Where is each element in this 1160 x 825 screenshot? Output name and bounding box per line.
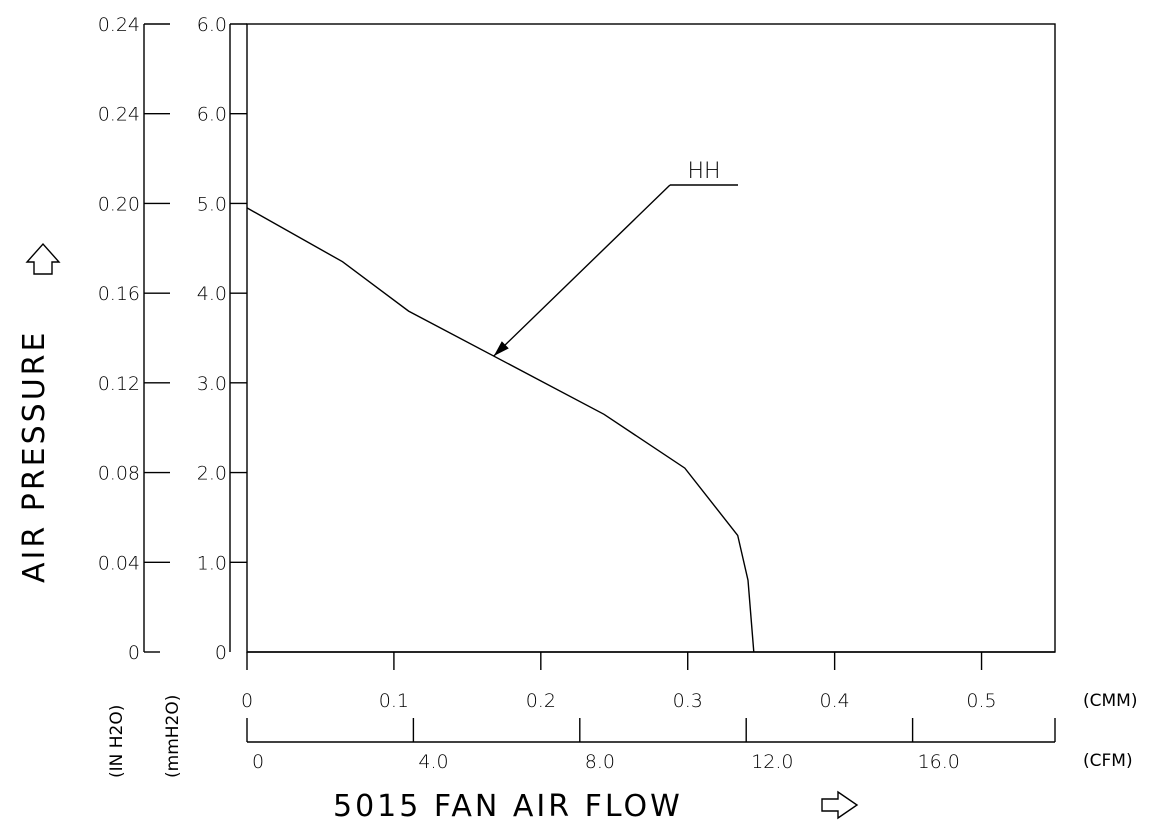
y-tick-label-mmh2o: 6.0 (197, 104, 227, 126)
x-tick-label-cfm: 0 (252, 751, 264, 773)
y-tick-label-mmh2o: 2.0 (197, 463, 227, 485)
y-unit-mmh2o: (mmH2O) (163, 695, 183, 778)
x-tick-label-cfm: 8.0 (585, 751, 615, 773)
y-tick-label-mmh2o: 6.0 (197, 14, 227, 36)
y-tick-label-mmh2o: 3.0 (197, 373, 227, 395)
y-tick-label-inh2o: 0.24 (98, 104, 140, 126)
x-tick-label-cmm: 0.1 (379, 690, 409, 712)
y-tick-label-mmh2o: 4.0 (197, 283, 227, 305)
series-group (246, 207, 755, 653)
x-tick-label-cmm: 0.2 (526, 690, 556, 712)
x-tick-label-cmm: 0.4 (820, 690, 850, 712)
annotation-arrowhead (493, 341, 509, 356)
y-tick-label-inh2o: 0.16 (98, 283, 140, 305)
x-tick-label-cmm: 0 (241, 690, 253, 712)
x-tick-label-cmm: 0.3 (673, 690, 703, 712)
x-unit-cmm: (CMM) (1083, 691, 1137, 711)
y-tick-label-inh2o: 0.04 (98, 552, 140, 574)
y-tick-label-inh2o: 0.24 (98, 14, 140, 36)
series-label-hh: HH (687, 159, 720, 184)
x-tick-label-cfm: 12.0 (751, 751, 793, 773)
arrow-right-icon (821, 790, 859, 820)
x-ticks-group: 0 0.1 0.2 0.3 0.4 0.5 0 4.0 8.0 12.0 16.0 (241, 652, 1056, 773)
x-axis-title: 5015 FAN AIR FLOW (333, 789, 683, 824)
y-tick-label-inh2o: 0.20 (98, 193, 140, 215)
annotation-group: HH (493, 159, 738, 357)
x-tick-label-cfm: 16.0 (918, 751, 960, 773)
y-tick-label-inh2o: 0.12 (98, 373, 140, 395)
y-tick-label-mmh2o: 1.0 (197, 552, 227, 574)
y-tick-label-inh2o: 0 (128, 642, 140, 664)
y-axis-title: AIR PRESSURE (17, 330, 52, 584)
y-unit-inh2o: (IN H2O) (107, 705, 127, 778)
plot-frame (246, 23, 1056, 653)
arrow-up-icon (25, 242, 61, 275)
y-tick-label-mmh2o: 5.0 (197, 193, 227, 215)
x-tick-label-cfm: 4.0 (418, 751, 448, 773)
x-tick-label-cmm: 0.5 (966, 690, 996, 712)
y-ticks-group: 0 0 1.0 0.04 2.0 0.08 3.0 0.12 4.0 0.16 5.0 0.20 6.0… (98, 14, 247, 664)
x-unit-cfm: (CFM) (1083, 751, 1133, 771)
y-tick-label-inh2o: 0.08 (98, 463, 140, 485)
annotation-leader (493, 184, 671, 357)
series-line-hh (246, 207, 755, 653)
y-tick-label-mmh2o: 0 (215, 642, 227, 664)
